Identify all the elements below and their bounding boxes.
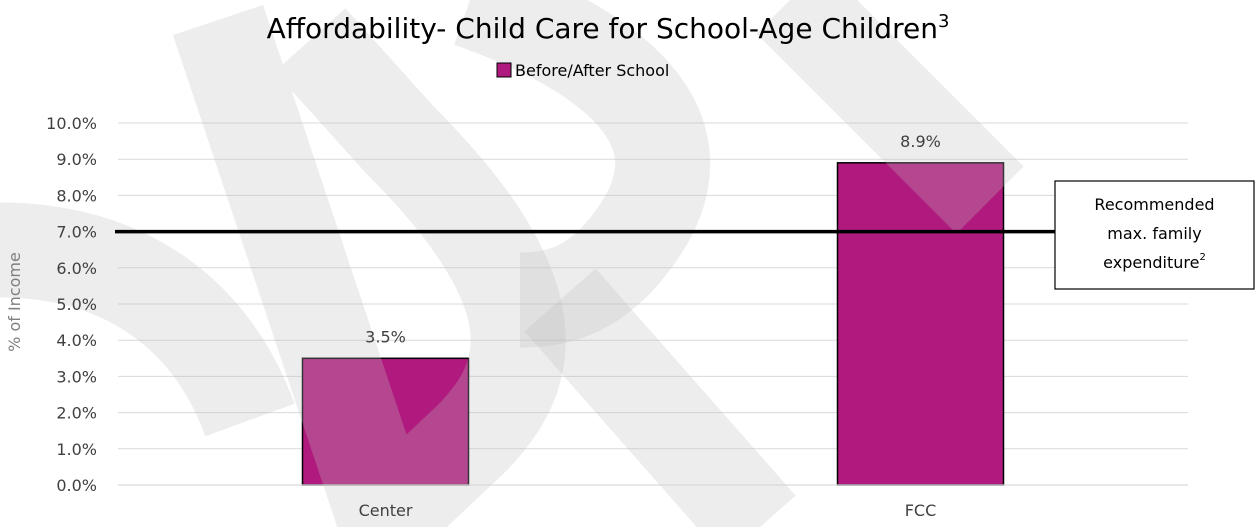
y-tick-label: 1.0% [56,440,97,459]
gridlines [118,122,1188,486]
reference-label-superscript: 2 [1199,252,1205,263]
y-tick-label: 9.0% [56,150,97,169]
watermark-stroke [453,0,711,348]
watermark-stroke [524,268,796,532]
chart-title-superscript: 3 [938,11,949,32]
reference-label-line: max. family [1107,224,1201,243]
bar-center [301,357,470,486]
chart-title: Affordability- Child Care for School-Age… [267,11,950,45]
reference-line-group: Recommended max. family expenditure2 [115,180,1255,290]
y-tick-label: 4.0% [56,331,97,350]
legend-label: Before/After School [515,61,669,80]
data-label: 8.9% [900,132,941,151]
x-tick-label: FCC [905,501,937,520]
y-tick-label: 3.0% [56,367,97,386]
y-tick-label: 10.0% [46,114,97,133]
y-axis-label: % of Income [5,252,24,352]
y-tick-label: 6.0% [56,259,97,278]
reference-label-line: Recommended [1094,195,1214,214]
legend-swatch [496,62,512,78]
labels: 0.0% 1.0% 2.0% 3.0% 4.0% 5.0% 6.0% 7.0% 8.0% 9.0%… [5,11,949,520]
y-tick-label: 0.0% [56,476,97,495]
y-tick-label: 5.0% [56,295,97,314]
watermark [0,0,1024,532]
reference-label-line: expenditure2 [1103,252,1206,272]
bars [301,162,1005,486]
watermark-stroke [172,4,566,532]
watermark-stroke [756,0,1024,234]
data-label: 3.5% [365,327,406,346]
y-tick-label: 8.0% [56,186,97,205]
reference-label-box [1054,180,1255,290]
bar-fcc [836,162,1005,486]
chart-title-text: Affordability- Child Care for School-Age… [267,12,938,45]
y-tick-label: 2.0% [56,404,97,423]
y-tick-label: 7.0% [56,223,97,242]
x-tick-label: Center [359,501,413,520]
watermark-stroke [0,202,295,438]
